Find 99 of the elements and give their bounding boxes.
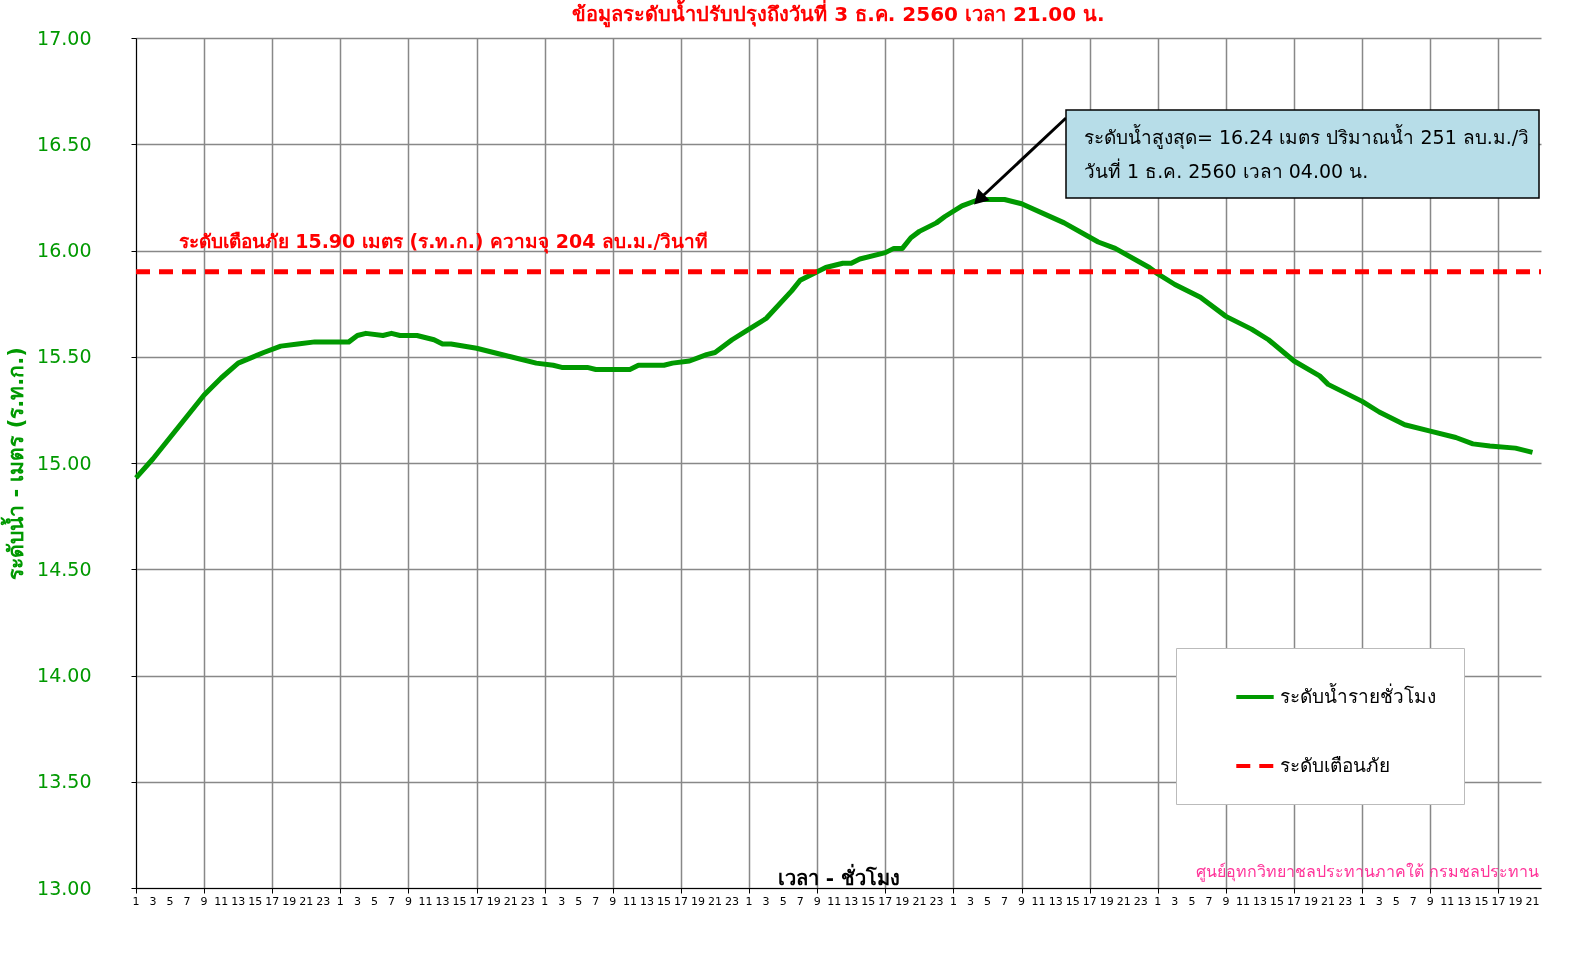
x-tick-label: 21 [1525, 895, 1540, 908]
x-tick-label: 15 [1270, 895, 1285, 908]
x-tick-label: 15 [861, 895, 876, 908]
y-tick-label: 16.00 [37, 239, 92, 261]
x-axis-title: เวลา - ชั่วโมง [777, 862, 901, 890]
x-tick-label: 7 [592, 895, 600, 908]
x-tick-label: 15 [248, 895, 263, 908]
x-tick-label: 3 [353, 895, 361, 908]
x-tick-label: 15 [1065, 895, 1080, 908]
x-tick-label: 9 [813, 895, 821, 908]
x-tick-label: 15 [452, 895, 467, 908]
x-tick-label: 17 [1287, 895, 1302, 908]
legend-label: ระดับน้ำรายชั่วโมง [1280, 683, 1436, 707]
x-tick-label: 9 [404, 895, 412, 908]
y-tick-label: 14.00 [37, 664, 92, 686]
x-tick-label: 21 [708, 895, 723, 908]
x-tick-label: 17 [1082, 895, 1097, 908]
x-tick-label: 23 [520, 895, 535, 908]
x-tick-label: 1 [336, 895, 344, 908]
x-tick-label: 7 [1409, 895, 1417, 908]
x-tick-label: 11 [1031, 895, 1046, 908]
x-tick-label: 17 [1491, 895, 1506, 908]
x-tick-label: 13 [435, 895, 450, 908]
x-tick-label: 3 [1171, 895, 1179, 908]
y-axis-title: ระดับน้ำ - เมตร (ร.ท.ก.) [0, 347, 29, 580]
y-tick-label: 13.00 [37, 876, 92, 899]
x-tick-label: 1 [1154, 895, 1162, 908]
x-tick-label: 21 [1321, 895, 1336, 908]
x-tick-label: 5 [370, 895, 378, 908]
x-tick-label: 15 [656, 895, 671, 908]
x-tick-label: 13 [639, 895, 654, 908]
legend-label: ระดับเตือนภัย [1280, 754, 1390, 776]
x-tick-label: 19 [282, 895, 297, 908]
x-tick-label: 19 [1304, 895, 1319, 908]
x-tick-label: 23 [316, 895, 331, 908]
x-tick-label: 13 [1253, 895, 1267, 908]
x-tick-label: 9 [1222, 895, 1230, 908]
x-tick-label: 23 [1338, 895, 1353, 908]
x-tick-label: 19 [691, 895, 705, 908]
x-tick-label: 7 [1001, 895, 1009, 908]
chart-title: ข้อมูลระดับน้ำปรับปรุงถึงวันที่ 3 ธ.ค. 2560 เวลา 21.00 น. [572, 0, 1105, 28]
x-tick-label: 1 [132, 895, 140, 908]
x-tick-label: 5 [779, 895, 787, 908]
y-tick-label: 15.00 [37, 451, 92, 474]
x-tick-label: 9 [1426, 895, 1434, 908]
x-tick-label: 17 [265, 895, 280, 908]
y-tick-label: 15.50 [37, 345, 92, 368]
x-tick-label: 21 [503, 895, 518, 908]
x-tick-label: 1 [745, 895, 753, 908]
x-tick-label: 19 [895, 895, 910, 908]
x-tick-label: 1 [949, 895, 957, 908]
x-tick-label: 17 [469, 895, 484, 908]
x-tick-label: 21 [1116, 895, 1131, 908]
x-tick-label: 5 [1188, 895, 1196, 908]
x-tick-label: 17 [878, 895, 893, 908]
x-tick-label: 23 [725, 895, 740, 908]
x-tick-label: 23 [1133, 895, 1148, 908]
x-tick-label: 3 [966, 895, 974, 908]
x-tick-label: 11 [622, 895, 637, 908]
x-tick-label: 9 [609, 895, 617, 908]
y-tick-label: 17.00 [37, 26, 92, 49]
annotation: ระดับน้ำสูงสุด= 16.24 เมตร ปริมาณน้ำ 251 ลบ.ม./วิ วันที่ 1 ธ.ค. 2560 เวลา 04.00 น. [1084, 124, 1530, 182]
x-tick-label: 7 [387, 895, 395, 908]
x-tick-label: 13 [844, 895, 859, 908]
x-tick-label: 7 [1205, 895, 1213, 908]
x-tick-label: 11 [1235, 895, 1250, 908]
x-tick-label: 9 [1018, 895, 1026, 908]
x-tick-label: 7 [183, 895, 191, 908]
x-tick-label: 5 [575, 895, 583, 908]
x-tick-label: 3 [558, 895, 566, 908]
x-tick-label: 3 [762, 895, 770, 908]
x-tick-label: 21 [299, 895, 314, 908]
x-tick-label: 11 [827, 895, 842, 908]
x-tick-label: 21 [912, 895, 927, 908]
x-tick-label: 1 [1358, 895, 1366, 908]
x-tick-label: 3 [149, 895, 157, 908]
x-tick-label: 9 [200, 895, 208, 908]
y-tick-label: 13.50 [37, 770, 92, 793]
x-tick-label: 19 [1508, 895, 1523, 908]
x-tick-label: 11 [418, 895, 433, 908]
x-tick-label: 1 [541, 895, 549, 908]
x-tick-label: 5 [984, 895, 992, 908]
y-tick-label: 16.50 [37, 132, 92, 155]
x-tick-label: 7 [796, 895, 804, 908]
x-tick-label: 11 [1440, 895, 1455, 908]
x-tick-label: 19 [1099, 895, 1114, 908]
x-tick-label: 5 [1392, 895, 1400, 908]
y-tick-label: 14.50 [37, 557, 92, 580]
x-tick-label: 13 [231, 895, 246, 908]
x-tick-label: 5 [166, 895, 174, 908]
x-tick-label: 3 [1375, 895, 1383, 908]
x-tick-label: 17 [673, 895, 688, 908]
x-tick-label: 23 [929, 895, 944, 908]
x-tick-label: 13 [1457, 895, 1472, 908]
x-tick-label: 19 [486, 895, 501, 908]
x-tick-label: 13 [1048, 895, 1063, 908]
annotation: ระดับเตือนภัย 15.90 เมตร (ร.ท.ก.) ความจุ 204 ลบ.ม./วินาที [178, 229, 709, 254]
x-tick-label: 15 [1474, 895, 1489, 908]
x-tick-label: 11 [214, 895, 229, 908]
